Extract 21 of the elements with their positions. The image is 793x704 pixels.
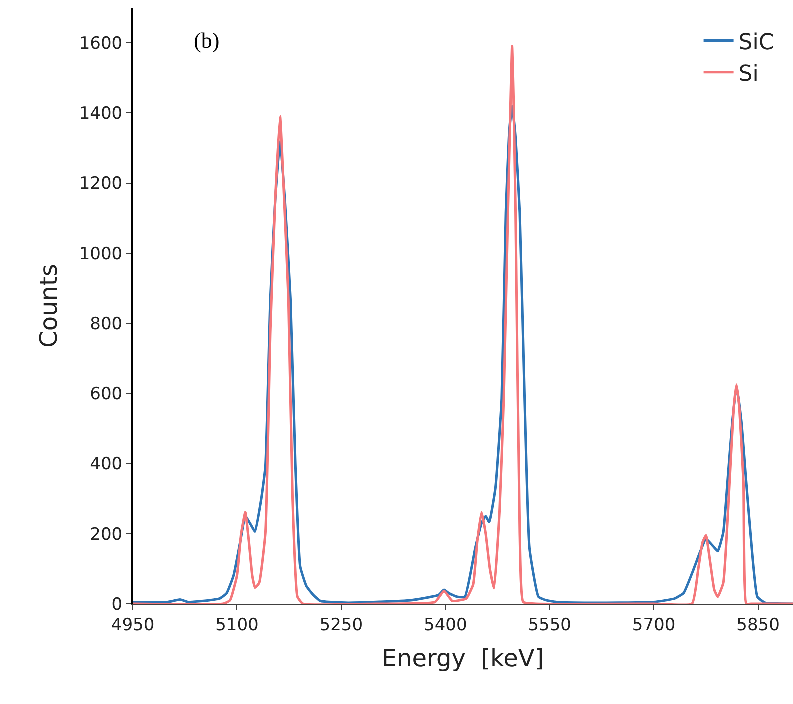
legend-label: Si — [738, 62, 759, 87]
y-tick-label: 1200 — [79, 174, 123, 194]
annotation: (b) — [194, 28, 220, 53]
y-tick-label: 800 — [90, 314, 123, 334]
x-axis-title: Energy [keV] — [382, 644, 544, 673]
x-tick-label: 5850 — [736, 615, 780, 636]
y-axis-title: Counts — [34, 264, 63, 348]
x-tick-label: 5550 — [528, 615, 572, 636]
y-tick-label: 1000 — [79, 244, 123, 264]
y-tick-label: 1400 — [79, 104, 123, 124]
x-tick-label: 5700 — [632, 615, 676, 636]
y-tick-label: 600 — [90, 384, 123, 405]
y-tick-label: 200 — [90, 524, 123, 545]
x-tick-label: 5100 — [216, 615, 259, 636]
x-tick-label: 4950 — [111, 615, 155, 636]
x-tick-label: 5250 — [320, 615, 364, 636]
x-tick-label: 5400 — [424, 615, 468, 636]
y-tick-label: 1600 — [79, 34, 123, 54]
y-tick-label: 0 — [112, 594, 123, 615]
y-tick-label: 400 — [90, 454, 123, 475]
legend-label: SiC — [738, 30, 774, 56]
